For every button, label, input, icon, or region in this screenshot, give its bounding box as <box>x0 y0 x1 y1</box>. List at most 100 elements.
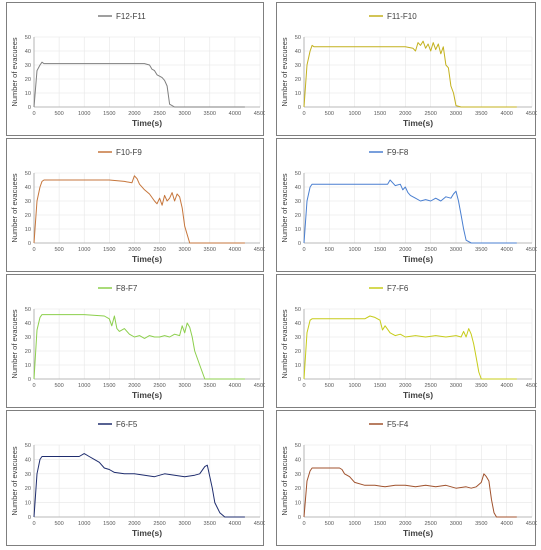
chart-panel: F9-F8 0 500 1000 1500 2000 2500 3000 3500 4000 450… <box>276 138 537 272</box>
x-tick-label: 4000 <box>229 521 241 527</box>
y-tick-label: 10 <box>25 91 31 97</box>
x-tick-label: 1500 <box>374 383 386 389</box>
x-tick-label: 2000 <box>399 247 411 253</box>
x-tick-label: 4000 <box>500 111 512 117</box>
y-tick-label: 10 <box>295 91 301 97</box>
x-tick-label: 1500 <box>374 247 386 253</box>
x-tick-label: 3500 <box>204 111 216 117</box>
chart-panel: F12-F11 0 500 1000 1500 2000 2500 3000 3500 4000 4… <box>6 2 265 136</box>
y-tick-label: 20 <box>25 213 31 219</box>
x-tick-label: 1500 <box>103 247 115 253</box>
x-tick-label: 0 <box>32 247 35 253</box>
x-tick-label: 0 <box>32 521 35 527</box>
chart-title: F9-F8 <box>387 148 409 157</box>
y-tick-label: 50 <box>25 443 31 449</box>
chart-title: F6-F5 <box>116 420 138 429</box>
y-tick-label: 0 <box>28 241 31 247</box>
x-tick-label: 1000 <box>78 383 90 389</box>
y-tick-label: 0 <box>298 515 301 521</box>
y-axis-label: Number of evacuees <box>280 37 289 106</box>
x-axis-label: Time(s) <box>403 118 433 128</box>
y-tick-label: 20 <box>25 486 31 492</box>
y-tick-label: 10 <box>295 227 301 233</box>
y-tick-label: 40 <box>25 49 31 55</box>
y-tick-label: 50 <box>295 171 301 177</box>
x-tick-label: 3000 <box>450 247 462 253</box>
y-tick-label: 0 <box>28 105 31 111</box>
chart-panel: F8-F7 0 500 1000 1500 2000 2500 3000 3500 4000 450… <box>6 274 265 408</box>
y-tick-label: 50 <box>25 35 31 41</box>
y-tick-label: 30 <box>295 63 301 69</box>
y-tick-label: 30 <box>25 472 31 478</box>
x-tick-label: 500 <box>325 111 334 117</box>
y-tick-label: 50 <box>25 307 31 313</box>
y-tick-label: 30 <box>295 199 301 205</box>
x-tick-label: 4000 <box>500 247 512 253</box>
y-tick-label: 40 <box>295 185 301 191</box>
x-tick-label: 3500 <box>204 521 216 527</box>
x-tick-label: 1000 <box>348 111 360 117</box>
x-tick-label: 2000 <box>128 111 140 117</box>
x-tick-label: 1500 <box>374 111 386 117</box>
x-tick-label: 4500 <box>254 383 265 389</box>
x-tick-label: 1500 <box>103 521 115 527</box>
y-axis-label: Number of evacuees <box>280 446 289 515</box>
x-tick-label: 4500 <box>254 521 265 527</box>
x-tick-label: 0 <box>302 521 305 527</box>
y-tick-label: 40 <box>295 457 301 463</box>
y-tick-label: 10 <box>25 501 31 507</box>
chart-title: F12-F11 <box>116 12 146 21</box>
y-tick-label: 50 <box>295 35 301 41</box>
x-tick-label: 3500 <box>475 383 487 389</box>
x-tick-label: 1000 <box>348 383 360 389</box>
x-tick-label: 4500 <box>526 521 537 527</box>
y-tick-label: 50 <box>25 171 31 177</box>
x-tick-label: 4000 <box>229 383 241 389</box>
x-tick-label: 0 <box>302 247 305 253</box>
y-axis-label: Number of evacuees <box>280 309 289 378</box>
x-axis-label: Time(s) <box>403 390 433 400</box>
y-tick-label: 20 <box>25 349 31 355</box>
x-tick-label: 2500 <box>153 247 165 253</box>
x-tick-label: 3500 <box>204 247 216 253</box>
y-tick-label: 0 <box>298 377 301 383</box>
x-tick-label: 2500 <box>424 383 436 389</box>
x-tick-label: 4500 <box>526 111 537 117</box>
chart-panel: F7-F6 0 500 1000 1500 2000 2500 3000 3500 4000 450… <box>276 274 537 408</box>
series-line <box>33 453 245 518</box>
x-tick-label: 0 <box>302 111 305 117</box>
y-tick-label: 30 <box>295 472 301 478</box>
x-tick-label: 3500 <box>475 521 487 527</box>
x-axis-label: Time(s) <box>403 254 433 264</box>
chart-svg: F6-F50 500 1000 1500 2000 2500 3000 3500 4000 450… <box>10 420 265 538</box>
y-axis-label: Number of evacuees <box>10 173 19 242</box>
y-tick-label: 20 <box>295 213 301 219</box>
x-tick-label: 500 <box>54 383 63 389</box>
y-tick-label: 40 <box>25 321 31 327</box>
x-tick-label: 4000 <box>229 247 241 253</box>
x-tick-label: 4500 <box>254 247 265 253</box>
x-tick-label: 1000 <box>348 521 360 527</box>
y-tick-label: 10 <box>295 501 301 507</box>
y-tick-label: 30 <box>25 335 31 341</box>
y-tick-label: 0 <box>298 241 301 247</box>
x-tick-label: 3500 <box>204 383 216 389</box>
x-tick-label: 4000 <box>229 111 241 117</box>
x-tick-label: 3000 <box>450 383 462 389</box>
chart-panel: F10-F9 0 500 1000 1500 2000 2500 3000 3500 4000 45… <box>6 138 265 272</box>
y-tick-label: 30 <box>295 335 301 341</box>
x-tick-label: 2000 <box>399 111 411 117</box>
x-axis-label: Time(s) <box>132 390 162 400</box>
x-tick-label: 3500 <box>475 247 487 253</box>
x-tick-label: 1000 <box>348 247 360 253</box>
chart-svg: F9-F80 500 1000 1500 2000 2500 3000 3500 4000 450… <box>280 148 537 264</box>
x-tick-label: 2500 <box>153 521 165 527</box>
y-axis-label: Number of evacuees <box>280 173 289 242</box>
y-tick-label: 50 <box>295 443 301 449</box>
chart-svg: F8-F70 500 1000 1500 2000 2500 3000 3500 4000 450… <box>10 284 265 400</box>
x-tick-label: 500 <box>325 247 334 253</box>
x-axis-label: Time(s) <box>132 528 162 538</box>
x-tick-label: 4500 <box>526 247 537 253</box>
x-axis-label: Time(s) <box>132 254 162 264</box>
x-tick-label: 3000 <box>178 383 190 389</box>
